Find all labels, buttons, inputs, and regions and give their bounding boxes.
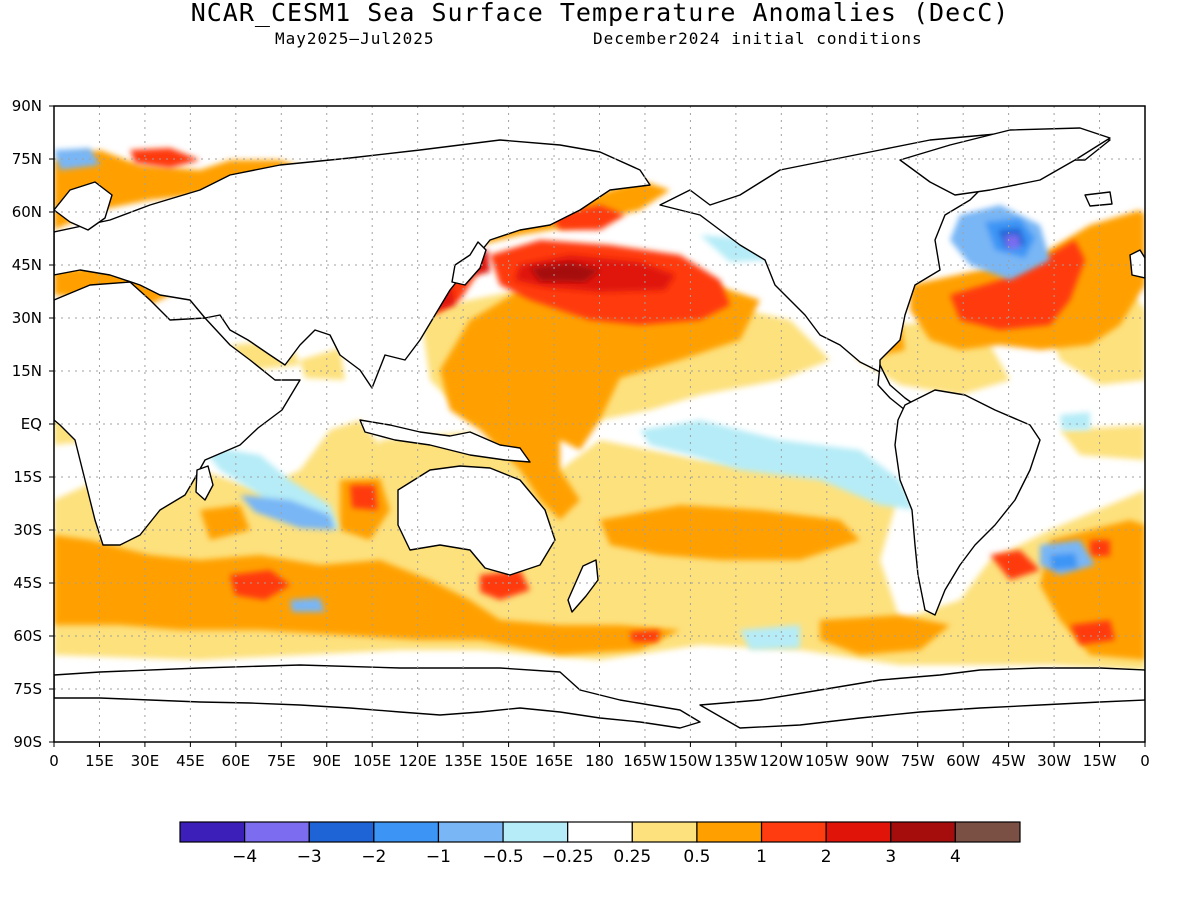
lon-label: 15W xyxy=(1083,752,1117,770)
colorbar-legend: −4 −3 −2 −1 −0.5 −0.25 0.25 0.5 1 2 3 4 xyxy=(179,821,1021,867)
lon-label: 120E xyxy=(399,752,437,770)
lon-label: 135W xyxy=(714,752,758,770)
lon-label: 180 xyxy=(585,752,614,770)
colorbar-label: −2 xyxy=(361,847,386,867)
colorbar-swatch xyxy=(437,821,504,843)
madagascar-landmass xyxy=(195,465,214,501)
colorbar-swatch xyxy=(890,821,956,843)
north-america-landmass xyxy=(659,129,1111,373)
lon-label: 0 xyxy=(1140,752,1150,770)
australia-landmass xyxy=(397,465,556,576)
colorbar-swatch xyxy=(696,821,763,843)
colorbar-label: 0.5 xyxy=(683,847,710,867)
lat-label: 15S xyxy=(13,468,42,486)
colorbar-swatch xyxy=(825,821,892,843)
colorbar-label: −1 xyxy=(426,847,451,867)
lon-label: 0 xyxy=(49,752,59,770)
lat-label: 90S xyxy=(13,733,42,751)
scandinavia-landmass xyxy=(54,181,113,231)
lon-label: 150E xyxy=(490,752,528,770)
lon-label: 60E xyxy=(222,752,251,770)
lon-label: 150W xyxy=(669,752,713,770)
eurasia-landmass xyxy=(54,139,651,389)
colorbar-label: 0.25 xyxy=(613,847,651,867)
south-america-landmass xyxy=(894,389,1041,616)
lon-label: 165W xyxy=(623,752,667,770)
lon-label: 105W xyxy=(805,752,849,770)
lat-label: 45S xyxy=(13,574,42,592)
lon-label: 15E xyxy=(85,752,114,770)
anomaly-field-3 xyxy=(530,262,600,282)
lat-ticks: 90N 75N 60N 45N 30N 15N EQ 15S 30S 45S 60S 75S 90S xyxy=(12,97,54,751)
colorbar-label: 4 xyxy=(950,847,961,867)
lon-label: 90W xyxy=(855,752,889,770)
colorbar-swatch xyxy=(954,821,1021,843)
map-title: NCAR_CESM1 Sea Surface Temperature Anoma… xyxy=(190,0,1010,27)
subtitle-init: December2024 initial conditions xyxy=(593,29,923,48)
lat-label: 75N xyxy=(12,150,42,168)
lon-ticks: 0 15E 30E 45E 60E 75E 90E 105E 120E 135E 150E 165E 1… xyxy=(49,742,1150,770)
colorbar-swatch xyxy=(760,821,827,843)
colorbar-label: 1 xyxy=(756,847,767,867)
lat-label: 45N xyxy=(12,256,42,274)
subtitle-period: May2025–Jul2025 xyxy=(275,29,435,48)
japan-landmass xyxy=(451,241,487,286)
new-zealand-landmass xyxy=(567,559,599,613)
colorbar-label: 3 xyxy=(885,847,896,867)
colorbar-label: −4 xyxy=(232,847,257,867)
lon-label: 45W xyxy=(992,752,1026,770)
lat-label: 30N xyxy=(12,309,42,327)
lon-label: 75E xyxy=(267,752,296,770)
lon-label: 120W xyxy=(760,752,804,770)
continents xyxy=(54,127,1145,729)
colorbar-label: −0.25 xyxy=(542,847,594,867)
lon-label: 135E xyxy=(444,752,482,770)
lon-label: 75W xyxy=(901,752,935,770)
lon-label: 165E xyxy=(535,752,573,770)
lat-label: EQ xyxy=(21,415,42,433)
greenland-landmass xyxy=(899,127,1111,196)
iceland-landmass xyxy=(1084,191,1113,207)
lat-label: 30S xyxy=(13,521,42,539)
colorbar-swatch xyxy=(244,821,310,843)
colorbar-swatch xyxy=(567,821,633,843)
lon-label: 45E xyxy=(176,752,205,770)
lon-label: 105E xyxy=(353,752,391,770)
africa-landmass xyxy=(54,281,301,546)
lon-label: 30E xyxy=(131,752,160,770)
colorbar-swatch xyxy=(631,821,698,843)
map-area xyxy=(54,106,1145,742)
colorbar-swatch xyxy=(308,821,375,843)
graticule xyxy=(54,106,1145,742)
colorbar-swatch xyxy=(179,821,246,843)
lon-label: 60W xyxy=(946,752,980,770)
lat-label: 90N xyxy=(12,97,42,115)
colorbar-swatch xyxy=(502,821,569,843)
colorbar-label: 2 xyxy=(821,847,832,867)
colorbar-swatch xyxy=(373,821,440,843)
lat-label: 75S xyxy=(13,680,42,698)
colorbar-label: −0.5 xyxy=(482,847,523,867)
lat-label: 60N xyxy=(12,203,42,221)
indonesia-landmass xyxy=(359,419,531,463)
lat-label: 15N xyxy=(12,362,42,380)
lon-label: 90E xyxy=(312,752,341,770)
lon-label: 30W xyxy=(1037,752,1071,770)
british-isles-landmass xyxy=(1129,249,1145,279)
colorbar-label: −3 xyxy=(297,847,322,867)
lat-label: 60S xyxy=(13,627,42,645)
